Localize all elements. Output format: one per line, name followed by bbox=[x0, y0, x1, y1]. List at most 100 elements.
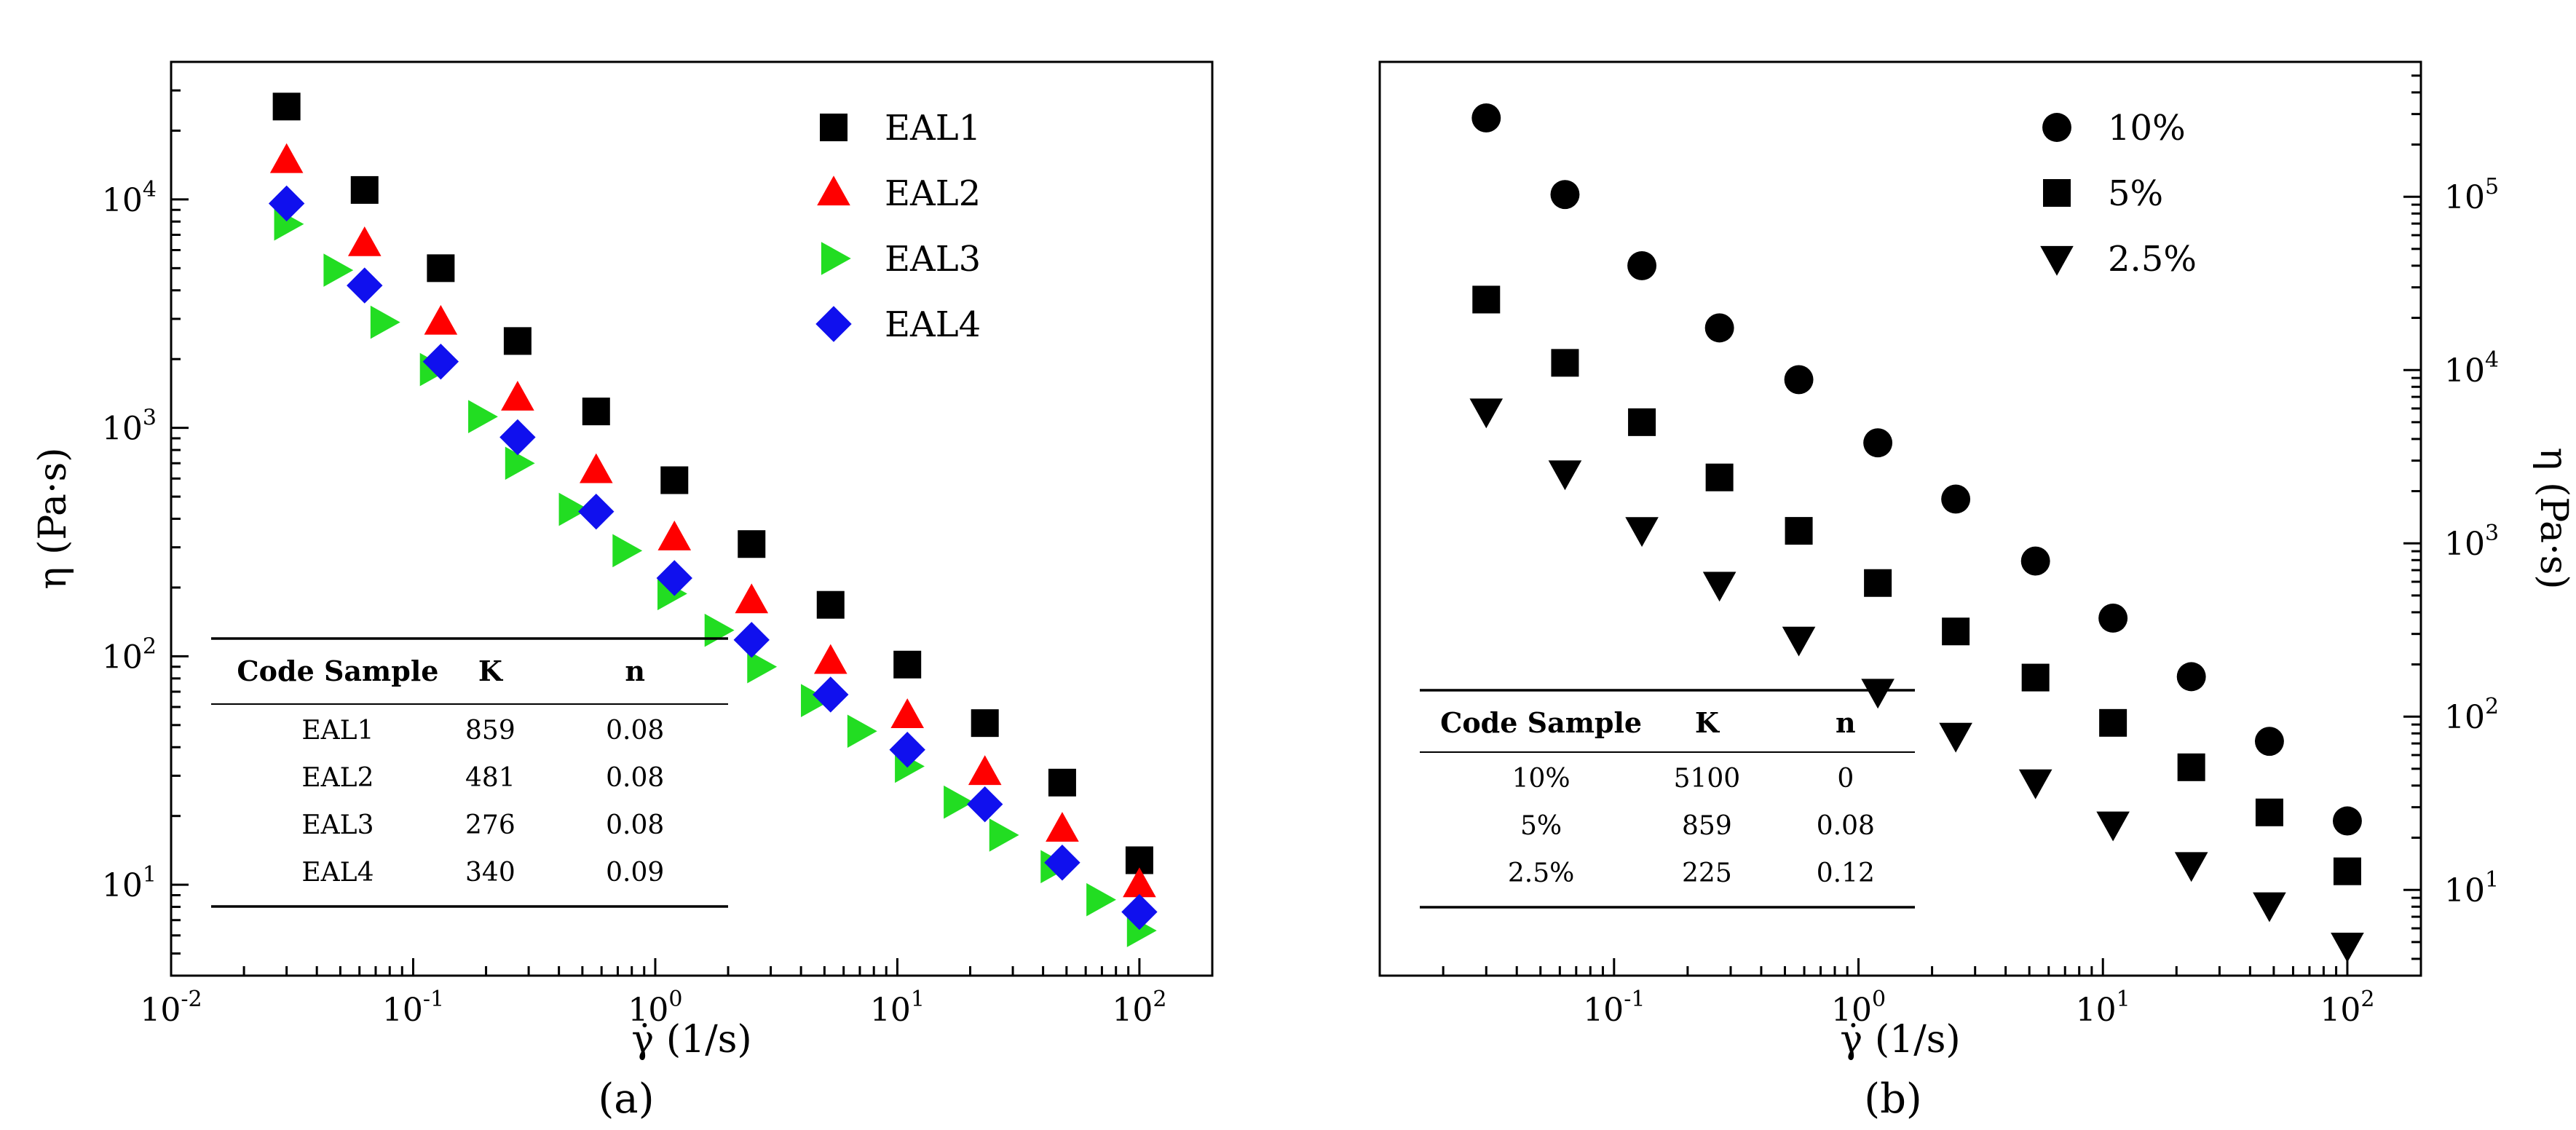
panel-label-b: (b) bbox=[1864, 1075, 1922, 1123]
data-point bbox=[2096, 811, 2130, 842]
data-point bbox=[1471, 103, 1501, 133]
data-point bbox=[890, 698, 924, 728]
y-axis-label: η (Pa·s) bbox=[2532, 447, 2575, 589]
legend: EAL1 EAL2 EAL3 EAL4 bbox=[815, 108, 981, 345]
legend-label: EAL4 bbox=[885, 304, 981, 345]
data-point bbox=[422, 343, 459, 380]
data-point bbox=[1702, 572, 1737, 602]
data-point bbox=[2018, 769, 2052, 799]
data-point bbox=[1121, 893, 1158, 931]
data-marks bbox=[1469, 103, 2364, 963]
data-point bbox=[582, 398, 610, 426]
data-point bbox=[813, 644, 848, 674]
x-tick-label: 101 bbox=[2076, 987, 2130, 1029]
y-tick-label: 103 bbox=[102, 406, 157, 448]
table-cell: 0.08 bbox=[606, 763, 664, 793]
data-point bbox=[660, 466, 689, 494]
data-point bbox=[427, 254, 455, 282]
legend-label: EAL2 bbox=[885, 173, 981, 214]
data-point bbox=[656, 560, 692, 596]
axis-ticks bbox=[170, 60, 1214, 977]
legend-label: 10% bbox=[2108, 108, 2186, 149]
legend-marker bbox=[817, 175, 850, 206]
table-cell: 0.08 bbox=[606, 810, 664, 840]
data-point bbox=[468, 400, 498, 434]
series-2.5% bbox=[1469, 398, 2364, 963]
tick-labels: 10-2 10-1 100 101 102 101 102 103 104 bbox=[102, 177, 1167, 1029]
data-point bbox=[1704, 313, 1734, 343]
data-point bbox=[738, 530, 766, 558]
legend: 10% 5% 2.5% bbox=[2040, 108, 2197, 280]
data-point bbox=[1939, 722, 1972, 753]
series-EAL1 bbox=[272, 92, 1153, 874]
data-point bbox=[578, 493, 615, 530]
table-header-cell: n bbox=[625, 655, 645, 687]
x-tick-label: 102 bbox=[1112, 987, 1166, 1029]
data-point bbox=[1625, 517, 1659, 548]
data-point bbox=[1469, 398, 1504, 429]
data-point bbox=[1784, 365, 1814, 395]
data-point bbox=[269, 143, 304, 173]
x-tick-label: 102 bbox=[2320, 987, 2374, 1029]
data-point bbox=[2174, 852, 2208, 882]
data-point bbox=[501, 381, 534, 411]
y-tick-label: 102 bbox=[102, 633, 157, 676]
table-cell: 0.08 bbox=[606, 716, 664, 746]
y-tick-label: 102 bbox=[2444, 694, 2499, 736]
table-cell: EAL4 bbox=[301, 858, 374, 888]
data-point bbox=[505, 446, 535, 481]
data-point bbox=[2099, 708, 2127, 737]
data-point bbox=[2332, 806, 2362, 836]
table-cell: 225 bbox=[1682, 858, 1732, 888]
table-cell: 0.12 bbox=[1817, 858, 1875, 888]
data-point bbox=[971, 709, 999, 738]
data-point bbox=[1046, 812, 1079, 842]
plot-frame bbox=[1378, 60, 2422, 977]
data-point bbox=[2176, 662, 2206, 692]
data-point bbox=[747, 649, 778, 684]
x-tick-label: 10-1 bbox=[382, 987, 444, 1029]
table-cell: 2.5% bbox=[1508, 858, 1574, 888]
legend-label: EAL1 bbox=[885, 108, 981, 149]
data-point bbox=[1550, 180, 1580, 210]
data-point bbox=[2098, 604, 2128, 633]
data-point bbox=[268, 185, 305, 222]
x-tick-label: 101 bbox=[870, 987, 925, 1029]
x-tick-label: 10-1 bbox=[1583, 987, 1645, 1029]
data-point bbox=[612, 534, 643, 568]
data-point bbox=[889, 731, 925, 768]
legend-label: 2.5% bbox=[2108, 239, 2197, 280]
table-cell: 10% bbox=[1512, 764, 1571, 794]
table-header-cell: n bbox=[1836, 706, 1856, 739]
data-point bbox=[350, 175, 379, 204]
data-point bbox=[347, 267, 383, 304]
table-header-cell: Code Sample bbox=[1440, 706, 1642, 739]
data-point bbox=[2255, 798, 2283, 826]
data-point bbox=[1123, 867, 1156, 898]
table-cell: 859 bbox=[465, 716, 515, 746]
table-cell: 0.08 bbox=[1817, 811, 1875, 841]
data-point bbox=[735, 583, 769, 614]
data-point bbox=[967, 786, 1003, 823]
data-point bbox=[657, 520, 692, 550]
data-point bbox=[1627, 250, 1657, 280]
x-axis-label: γ̇ (1/s) bbox=[631, 1018, 751, 1062]
data-point bbox=[1941, 484, 1971, 514]
axis-ticks bbox=[1442, 60, 2422, 976]
y-tick-label: 101 bbox=[102, 862, 157, 904]
series-EAL2 bbox=[269, 143, 1156, 898]
data-point bbox=[801, 684, 831, 718]
y-axis-label: η (Pa·s) bbox=[31, 447, 75, 589]
y-tick-label: 103 bbox=[2444, 521, 2499, 563]
x-tick-label: 100 bbox=[628, 987, 682, 1029]
table-cell: 0.09 bbox=[606, 858, 664, 888]
y-tick-label: 104 bbox=[2444, 347, 2499, 390]
table-cell: 276 bbox=[465, 810, 515, 840]
data-point bbox=[944, 785, 973, 819]
data-point bbox=[2021, 663, 2050, 692]
data-point bbox=[499, 419, 536, 456]
data-point bbox=[2254, 727, 2284, 756]
data-point bbox=[816, 590, 845, 619]
